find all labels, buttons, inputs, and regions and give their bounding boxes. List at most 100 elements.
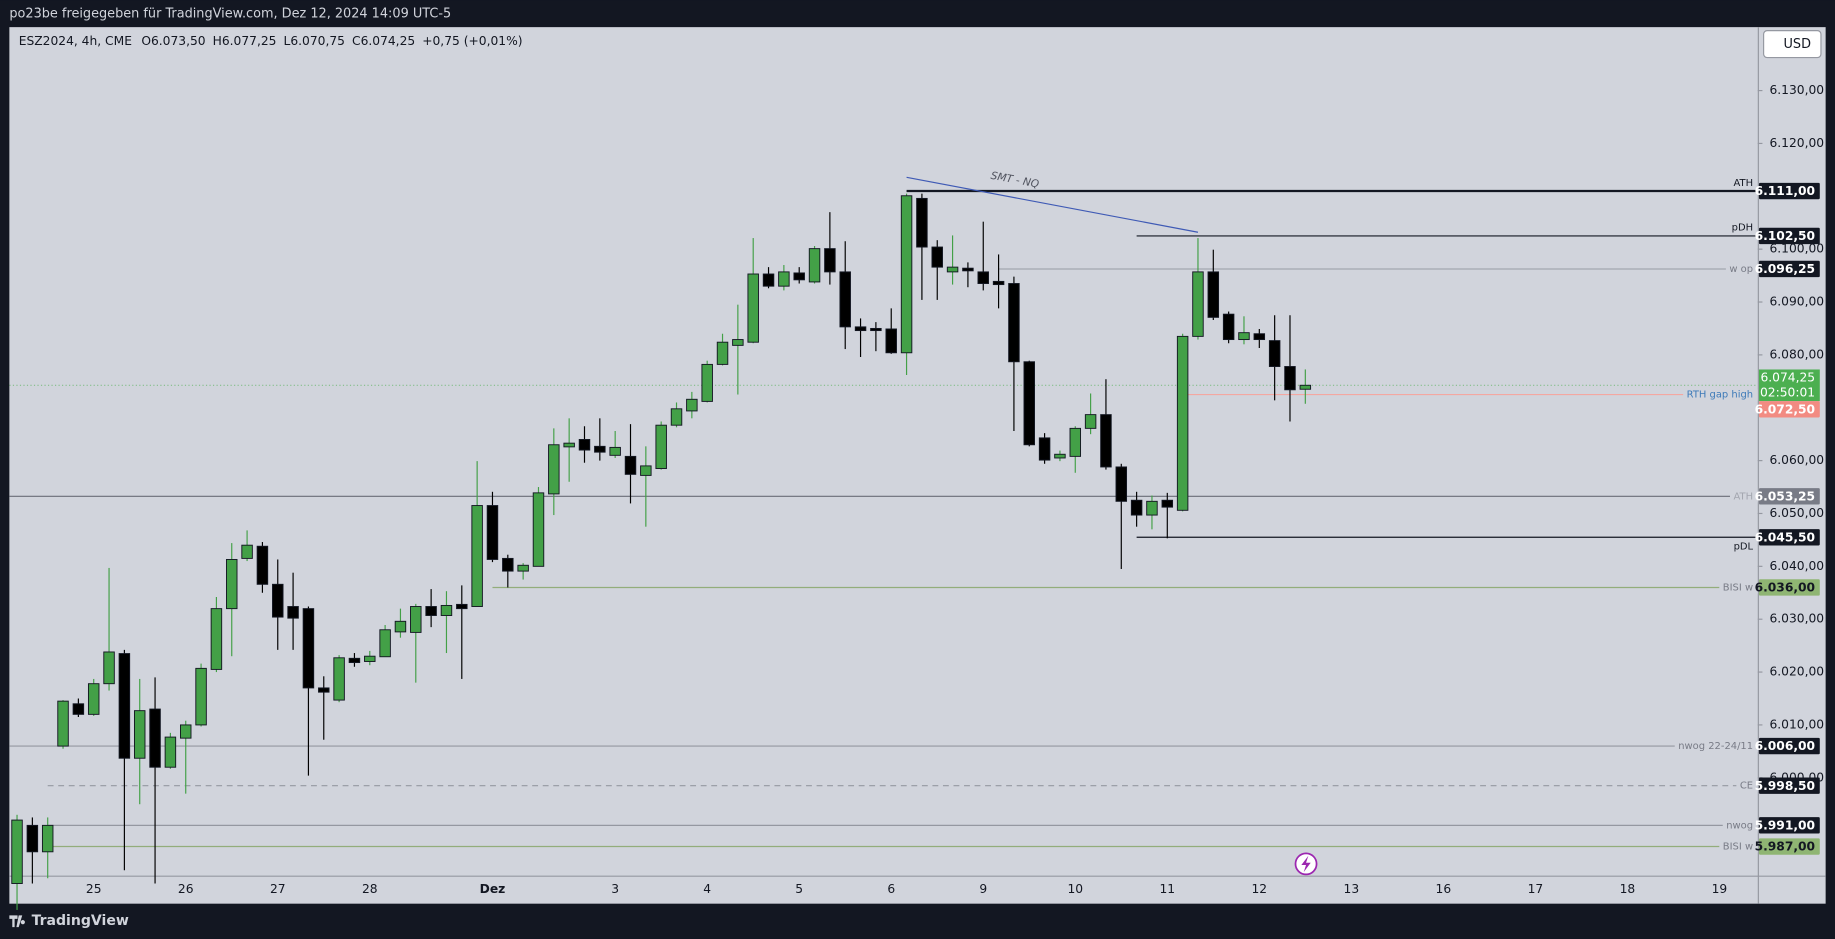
x-tick-label: 17: [1528, 882, 1544, 896]
candle-body: [1253, 333, 1266, 341]
level-price-label: 6.006,00: [1755, 739, 1816, 753]
candle-body: [946, 266, 959, 273]
countdown-label: 02:50:01: [1760, 385, 1815, 399]
candle-body: [885, 328, 897, 354]
candle-body: [302, 608, 315, 689]
brand: TradingView: [9, 913, 129, 929]
x-tick-label: 12: [1252, 882, 1268, 896]
level-label: CE: [1740, 781, 1753, 792]
y-tick-label: 6.030,00: [1769, 612, 1824, 626]
candle-body: [778, 271, 790, 287]
brand-logo: [9, 915, 25, 928]
candle-body: [103, 651, 115, 685]
candle-body: [241, 544, 253, 559]
candles: [11, 193, 1312, 910]
candle-body: [854, 326, 867, 332]
legend-value: 6.077,25: [222, 34, 277, 48]
candle-body: [824, 248, 836, 273]
candle-body: [1268, 340, 1281, 367]
candle-body: [670, 408, 683, 426]
level-label: w op: [1729, 264, 1753, 275]
candle-body: [1176, 335, 1189, 511]
y-tick-label: 6.010,00: [1769, 717, 1824, 731]
candle-body: [747, 273, 759, 343]
level-price-box: [1758, 737, 1820, 755]
last-price-label: 6.074,25: [1760, 371, 1815, 385]
candle-body: [348, 657, 361, 664]
lightning-icon[interactable]: [1294, 852, 1318, 876]
level-price-box: [1758, 777, 1820, 794]
candle-body: [1100, 414, 1112, 468]
x-tick-label: 16: [1436, 882, 1452, 896]
level-label-bg: [1719, 582, 1758, 594]
level-label: nwog: [1726, 820, 1753, 831]
level-label-bg: [1719, 841, 1758, 853]
candle-body: [1161, 499, 1174, 508]
level-label-bg: [1674, 741, 1758, 753]
candle-body: [394, 620, 407, 633]
y-tick-label: 6.120,00: [1769, 136, 1824, 150]
level-label: pDL: [1734, 542, 1754, 553]
level-price-box: [1758, 579, 1820, 596]
x-tick-label: 6: [887, 882, 895, 896]
level-label-bg: [1736, 780, 1758, 792]
chart-background: [9, 27, 1826, 904]
x-tick-label: 25: [86, 882, 102, 896]
candle-body: [486, 505, 499, 560]
candle-body: [762, 273, 775, 287]
candle-body: [57, 700, 69, 747]
brand-name: TradingView: [32, 913, 129, 929]
candle-body: [1130, 499, 1143, 516]
x-tick-label: 3: [611, 882, 619, 896]
level-label: nwog 22-24/11: [1678, 741, 1753, 752]
candle-body: [594, 445, 606, 453]
candle-body: [640, 465, 652, 476]
level-price-label: 6.102,50: [1755, 229, 1816, 243]
x-tick-label: 19: [1712, 882, 1728, 896]
level-label-bg: [1722, 820, 1758, 832]
candle-body: [931, 246, 943, 268]
candle-body: [716, 341, 729, 365]
candle-body: [1023, 361, 1035, 446]
level-price-label: 6.053,25: [1755, 489, 1816, 503]
level-price-label: 5.991,00: [1755, 818, 1816, 832]
candle-body: [686, 398, 698, 412]
candle-body: [11, 819, 23, 884]
candle-body: [1069, 427, 1082, 457]
candle-body: [133, 710, 146, 759]
level-label: ATH: [1734, 491, 1754, 502]
legend-value: 6.070,75: [290, 34, 345, 48]
candle-body: [425, 606, 437, 616]
candle-body: [517, 564, 529, 572]
candle-body: [87, 683, 100, 715]
legend-key: H: [213, 34, 222, 48]
candle-body: [977, 271, 989, 284]
currency-button-bg[interactable]: [1763, 30, 1822, 59]
currency-label[interactable]: USD: [1784, 37, 1812, 52]
level-label-bg: [1725, 263, 1758, 275]
y-tick-label: 6.090,00: [1769, 295, 1824, 309]
candle-body: [1038, 437, 1051, 461]
currency-button[interactable]: USD: [1763, 30, 1822, 59]
candle-body: [900, 195, 913, 354]
candle-body: [1084, 414, 1097, 429]
candle-body: [180, 724, 192, 739]
levels: ATH pDH w op RTH gap high ATH pDL BISI w nwog 2…: [9, 178, 1758, 853]
lightning-bolt[interactable]: [1301, 855, 1311, 873]
candle-body: [72, 703, 85, 715]
candle-body: [272, 583, 284, 618]
candle-body: [1299, 384, 1312, 390]
candle-body: [195, 667, 207, 726]
x-tick-label: 9: [979, 882, 987, 896]
candle-body: [318, 687, 330, 693]
candle-body: [992, 280, 1005, 286]
candle-body: [1192, 271, 1204, 337]
candle-body: [870, 327, 882, 332]
x-tick-label: 11: [1159, 882, 1175, 896]
candle-body: [548, 444, 560, 495]
candle-body: [609, 446, 621, 456]
candle-body: [624, 455, 637, 475]
candle-body: [164, 736, 177, 768]
level-price-label: 6.096,25: [1755, 262, 1816, 276]
